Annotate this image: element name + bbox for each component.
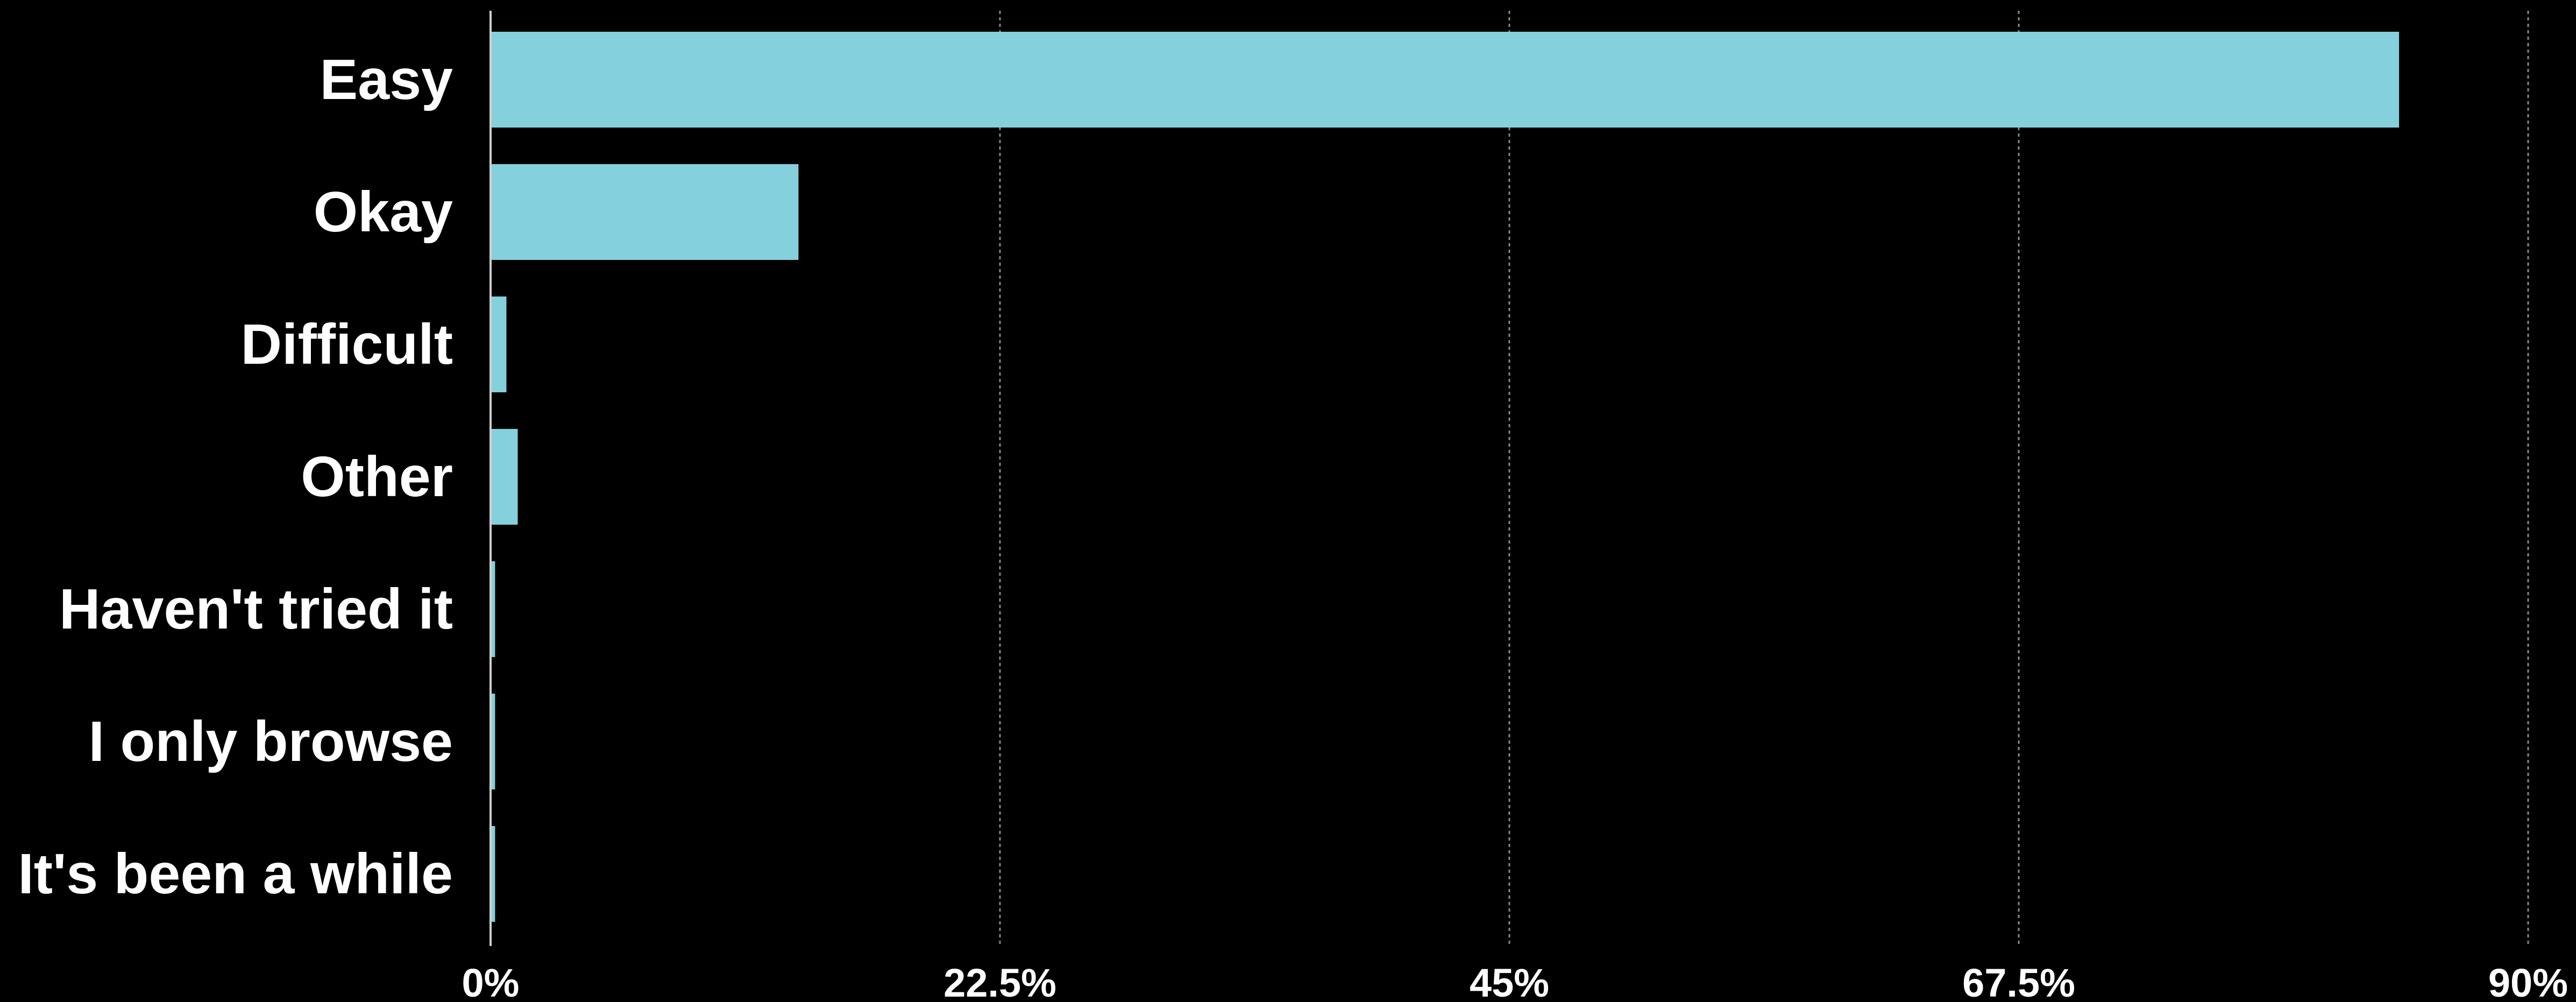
bar-easy <box>491 32 2400 128</box>
bar-other <box>491 429 518 525</box>
bar-i-only-browse <box>491 694 495 789</box>
category-label: Okay <box>314 180 453 244</box>
bar-difficult <box>491 297 507 392</box>
bar-okay <box>491 164 799 260</box>
category-label: Other <box>301 445 453 509</box>
category-label: Easy <box>320 48 453 111</box>
category-labels: Easy Okay Difficult Other Haven't tried it I … <box>18 48 453 906</box>
bar-haven-t-tried-it <box>491 561 495 657</box>
x-tick-label: 45% <box>1470 961 1549 1002</box>
bar-it-s-been-a-while <box>491 826 495 922</box>
x-tick-label: 67.5% <box>1962 961 2075 1002</box>
category-label: I only browse <box>89 710 453 773</box>
gridlines <box>999 11 2529 946</box>
x-tick-label: 22.5% <box>943 961 1056 1002</box>
category-label: Difficult <box>241 313 453 376</box>
category-label: Haven't tried it <box>59 577 453 641</box>
category-label: It's been a while <box>18 842 453 906</box>
x-tick-labels: 0% 22.5% 45% 67.5% 90% <box>462 961 2568 1002</box>
x-tick-label: 90% <box>2488 961 2568 1002</box>
bars <box>491 32 2400 922</box>
x-tick-label: 0% <box>462 961 520 1002</box>
